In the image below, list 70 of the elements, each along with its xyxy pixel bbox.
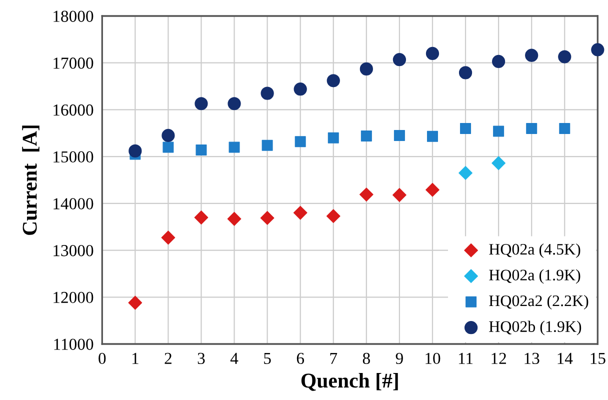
point (196, 144, 207, 156)
x-tick-label: 7 (330, 352, 338, 364)
y-tick-label: 17000 (54, 58, 94, 69)
x-tick-label: 2 (164, 352, 172, 364)
legend-label: HQ02a (1.9K) (489, 269, 580, 284)
point (128, 296, 142, 310)
point (260, 86, 274, 100)
x-tick-label: 9 (396, 352, 403, 364)
y-tick-label: 13000 (54, 244, 94, 256)
point (458, 66, 472, 80)
point (128, 144, 142, 158)
x-tick-label: 10 (426, 352, 440, 364)
y-tick-label: 16000 (54, 104, 94, 116)
legend-label: HQ02b (1.9K) (489, 320, 582, 336)
point (227, 212, 242, 226)
x-tick-label: 8 (362, 352, 370, 364)
y-tick-label: 12000 (54, 292, 94, 304)
point (392, 53, 406, 66)
point (591, 43, 604, 56)
point (326, 209, 340, 224)
x-tick-label: 15 (590, 352, 606, 364)
point (294, 82, 307, 96)
y-tick-label: 11000 (54, 338, 94, 350)
point (293, 206, 308, 220)
x-tick-label: 0 (98, 352, 106, 364)
x-tick-label: 1 (132, 352, 138, 364)
point (326, 74, 340, 88)
point (294, 136, 306, 148)
point (458, 166, 472, 180)
x-axis-title: Quench [#] (301, 373, 398, 391)
point (262, 140, 273, 151)
x-tick-label: 3 (198, 352, 205, 364)
point (426, 130, 438, 142)
point (162, 128, 175, 142)
x-tick-label: 5 (264, 352, 271, 364)
point (194, 210, 208, 224)
point (228, 97, 241, 110)
point (493, 126, 504, 137)
point (559, 122, 570, 134)
x-tick-label: 12 (492, 352, 506, 364)
y-tick-label: 15000 (54, 151, 94, 163)
point (360, 130, 372, 142)
point (492, 54, 506, 68)
point (492, 156, 506, 170)
x-tick-label: 4 (230, 352, 238, 364)
point (360, 62, 373, 76)
y-axis-title: Current [A] (22, 126, 40, 235)
x-tick-label: 13 (524, 352, 540, 364)
point (162, 142, 174, 153)
y-tick-label: 18000 (54, 10, 94, 22)
point (426, 46, 440, 60)
point (194, 97, 208, 110)
x-tick-label: 14 (558, 352, 573, 364)
x-tick-label: 11 (458, 352, 473, 364)
point (558, 50, 572, 64)
point (426, 182, 440, 197)
point (161, 230, 176, 245)
point (228, 142, 240, 153)
point (328, 132, 339, 144)
legend-label: HQ02a (4.5K) (489, 243, 580, 258)
y-tick-label: 14000 (54, 198, 94, 210)
point (392, 188, 406, 202)
point (460, 122, 472, 134)
legend-label: HQ02a2 (2.2K) (489, 294, 588, 310)
point (394, 130, 405, 141)
point (359, 188, 374, 202)
point (260, 211, 274, 225)
point (526, 122, 538, 134)
point (525, 48, 538, 62)
x-tick-label: 6 (296, 352, 304, 364)
